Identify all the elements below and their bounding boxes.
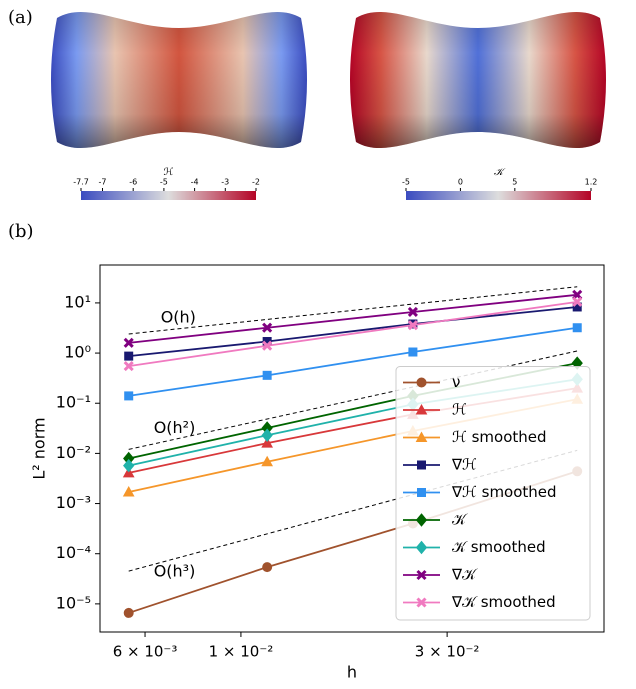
- marker: [408, 347, 418, 357]
- legend-marker: [416, 569, 427, 581]
- legend-label: ℋ: [452, 401, 467, 419]
- surface-mean-curvature: [51, 11, 307, 149]
- legend-label: 𝒦: [452, 511, 468, 529]
- marker: [124, 351, 134, 361]
- marker: [123, 607, 134, 618]
- marker: [123, 458, 135, 473]
- marker: [124, 391, 134, 401]
- legend-label: 𝒦 smoothed: [452, 538, 546, 556]
- colorbar-tick-label: -2: [252, 178, 260, 187]
- colorbar-tick-label: -5: [402, 178, 410, 187]
- colorbar-label: 𝒦: [494, 167, 507, 178]
- x-tick-label: 3 × 10⁻²: [415, 643, 480, 661]
- marker: [407, 320, 418, 331]
- legend-marker: [417, 460, 426, 470]
- y-tick-label: 10¹: [64, 292, 91, 311]
- colorbar-tick-label: 0: [458, 178, 463, 187]
- legend-label: ∇ℋ: [451, 456, 477, 474]
- legend: νℋ ℋ smoothed ∇ℋ ∇ℋ smoothed 𝒦 𝒦 smoothed ∇𝒦 ∇𝒦…: [395, 366, 591, 621]
- y-tick-label: 10⁰: [64, 343, 91, 362]
- marker: [123, 361, 134, 372]
- legend-label: ∇𝒦: [451, 566, 478, 584]
- y-axis-label: L² norm: [30, 417, 49, 479]
- colorbar-tick-label: -4: [191, 178, 199, 187]
- legend-marker: [415, 540, 428, 555]
- marker: [262, 340, 273, 351]
- plot-frame: [99, 264, 605, 633]
- colorbar-tick-label: -3: [221, 178, 229, 187]
- legend-label: ∇𝒦 smoothed: [451, 593, 556, 611]
- colorbar-tick-label: -6: [129, 178, 137, 187]
- colorbar-tick-label: -5: [160, 178, 168, 187]
- colorbar: [81, 191, 256, 200]
- x-tick-label: 6 × 10⁻³: [113, 643, 178, 661]
- marker: [261, 437, 274, 448]
- marker: [262, 322, 273, 333]
- legend-box: [395, 366, 591, 621]
- legend-marker: [417, 488, 426, 497]
- colorbar-tick-label: -7: [98, 178, 106, 187]
- colorbar-tick-label: -7.7: [73, 178, 89, 187]
- series-line: [128, 326, 578, 397]
- y-tick-label: 10⁻²: [56, 443, 91, 462]
- colorbar-label: ℋ: [164, 167, 174, 178]
- x-axis-label: h: [347, 663, 357, 682]
- y-tick-label: 10⁻⁵: [56, 593, 91, 612]
- legend-marker: [415, 513, 428, 527]
- panel-label: (a): [8, 7, 33, 28]
- colorbar-tick-label: 1.2: [585, 178, 598, 187]
- marker: [261, 455, 274, 467]
- reference-label: O(h³): [154, 562, 196, 581]
- reference-label: O(h²): [154, 418, 196, 437]
- marker: [122, 485, 135, 497]
- y-tick-label: 10⁻¹: [56, 393, 91, 412]
- x-tick-label: 1 × 10⁻²: [209, 643, 274, 661]
- colorbar-tick-label: 5: [512, 178, 517, 187]
- colorbar: [406, 191, 591, 200]
- legend-label: ℋ smoothed: [452, 428, 547, 446]
- marker: [262, 562, 273, 573]
- series-line: [128, 300, 578, 367]
- series-line: [128, 306, 578, 358]
- legend-marker: [416, 597, 427, 608]
- legend-marker: [415, 403, 428, 415]
- legend-marker: [415, 431, 428, 442]
- marker: [572, 323, 582, 333]
- panel-label: (b): [8, 221, 34, 242]
- y-tick-label: 10⁻⁴: [56, 543, 91, 562]
- legend-label: ∇ℋ smoothed: [451, 483, 557, 501]
- legend-marker: [416, 377, 427, 388]
- reference-line: [128, 286, 578, 335]
- marker: [262, 370, 272, 380]
- reference-label: O(h): [161, 308, 196, 327]
- marker: [123, 337, 134, 348]
- legend-label: ν: [452, 373, 460, 391]
- y-tick-label: 10⁻³: [56, 493, 91, 512]
- marker: [407, 306, 418, 318]
- marker: [261, 428, 273, 443]
- surface-gauss-curvature: [350, 11, 606, 149]
- series-line: [128, 293, 578, 344]
- marker: [572, 296, 583, 307]
